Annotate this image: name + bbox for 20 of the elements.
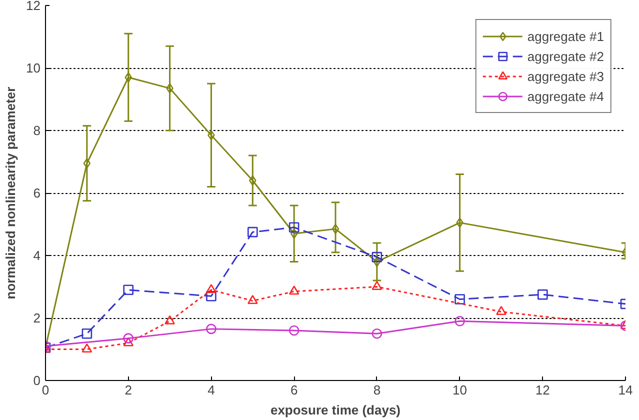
legend-label: aggregate #2 xyxy=(527,48,604,64)
x-tick-label: 8 xyxy=(373,382,381,398)
y-tick-label: 6 xyxy=(33,186,41,200)
x-tick-label: 10 xyxy=(452,382,468,398)
x-tick-label: 12 xyxy=(535,382,550,398)
y-tick-label: 8 xyxy=(33,123,41,138)
x-tick-label: 2 xyxy=(124,382,132,398)
x-axis-title: exposure time (days) xyxy=(270,402,401,418)
y-tick-label: 2 xyxy=(33,310,41,326)
legend-label: aggregate #3 xyxy=(527,68,604,84)
y-tick-label: 10 xyxy=(26,60,41,76)
x-tick-label: 4 xyxy=(208,382,215,398)
x-tick-label: 6 xyxy=(290,382,298,398)
y-tick-label: 12 xyxy=(26,0,41,13)
legend-label: aggregate #4 xyxy=(527,88,604,104)
y-axis-title: normalized nonlinearity parameter xyxy=(3,86,18,300)
x-tick-label: 14 xyxy=(618,382,633,398)
y-tick-label: 4 xyxy=(33,248,41,263)
legend-label: aggregate #1 xyxy=(527,28,604,44)
y-tick-label: 0 xyxy=(33,373,41,388)
